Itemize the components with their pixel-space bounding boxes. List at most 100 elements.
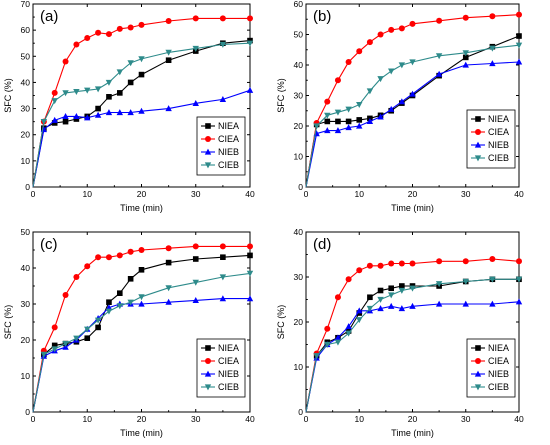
data-point-nieb <box>356 122 363 129</box>
y-tick-label: 50 <box>21 51 31 61</box>
data-point-cieb <box>51 346 58 353</box>
data-point-ciea <box>73 274 80 280</box>
x-tick-label: 20 <box>137 189 147 199</box>
data-point-ciea <box>165 17 172 24</box>
legend-entry-label: CIEA <box>488 127 509 137</box>
series-ciea <box>32 15 253 188</box>
chart-panel-3: 0 10 20 30 40 0 10 20 30 40 50 Time (min) SFC (%) (c)… <box>3 227 255 438</box>
data-point-ciea <box>219 243 226 250</box>
data-point-cieb <box>398 62 406 69</box>
series-nieb <box>32 86 254 188</box>
legend-swatch-marker <box>474 155 482 162</box>
data-point-ciea <box>462 14 469 21</box>
data-point-nieb <box>73 113 80 120</box>
data-point-niea <box>106 94 112 100</box>
data-point-ciea <box>409 20 416 27</box>
legend-swatch-marker <box>474 384 482 391</box>
data-point-nieb <box>398 98 406 105</box>
data-point-ciea <box>84 34 91 41</box>
data-point-cieb <box>127 60 134 67</box>
data-point-nieb <box>138 300 145 307</box>
data-point-nieb <box>116 109 123 116</box>
x-tick-label: 40 <box>245 189 255 199</box>
data-point-cieb <box>489 45 496 52</box>
data-point-ciea <box>345 58 352 65</box>
data-point-nieb <box>51 116 58 123</box>
panel-label: (b) <box>313 8 331 25</box>
data-point-cieb <box>73 88 80 95</box>
x-tick-label: 10 <box>83 189 93 199</box>
data-point-ciea <box>116 252 123 259</box>
data-point-ciea <box>219 15 226 22</box>
x-tick-label: 30 <box>191 189 201 199</box>
legend: NIEA CIEA NIEB CIEB <box>196 338 246 398</box>
x-tick-label: 10 <box>355 189 365 199</box>
y-tick-label: 0 <box>25 182 30 192</box>
data-point-niea <box>220 254 226 260</box>
data-point-cieb <box>366 88 374 95</box>
legend-swatch-marker <box>205 345 211 351</box>
legend-swatch-marker <box>475 345 481 351</box>
data-point-nieb <box>165 298 172 305</box>
data-point-ciea <box>95 254 102 261</box>
data-point-ciea <box>324 325 331 332</box>
panel-label: (a) <box>40 8 58 25</box>
data-point-cieb <box>388 292 395 299</box>
y-tick-label: 30 <box>294 91 304 101</box>
x-tick-label: 20 <box>408 189 418 199</box>
data-point-niea <box>356 117 363 123</box>
data-point-cieb <box>138 294 145 301</box>
data-point-ciea <box>436 17 443 24</box>
data-point-cieb <box>515 42 523 49</box>
data-point-ciea <box>138 21 145 28</box>
data-point-niea <box>95 105 101 112</box>
data-point-ciea <box>192 243 199 250</box>
data-point-ciea <box>138 247 145 253</box>
data-point-ciea <box>489 256 496 262</box>
data-point-cieb <box>84 326 91 333</box>
data-point-cieb <box>345 106 352 113</box>
y-tick-label: 60 <box>21 25 31 35</box>
chart-panel-4: 0 10 20 30 40 0 10 20 30 40 Time (min) SFC (%) (d) NI… <box>276 227 524 438</box>
data-point-cieb <box>356 317 363 324</box>
data-point-cieb <box>334 109 342 116</box>
legend-entry-label: NIEB <box>218 147 239 157</box>
y-tick-label: 10 <box>294 152 304 162</box>
data-point-cieb <box>219 274 227 281</box>
data-point-ciea <box>334 294 341 301</box>
data-point-ciea <box>516 258 522 265</box>
legend-entry-label: CIEA <box>218 356 239 366</box>
y-axis-label: SFC (%) <box>276 78 286 113</box>
legend-entry-label: NIEA <box>488 343 509 353</box>
data-point-nieb <box>246 86 254 93</box>
data-point-ciea <box>105 254 112 261</box>
y-tick-label: 60 <box>294 0 304 9</box>
x-tick-label: 0 <box>304 414 309 424</box>
series-cieb <box>305 276 523 413</box>
data-point-niea <box>138 267 145 273</box>
data-point-cieb <box>127 299 134 306</box>
data-point-cieb <box>324 341 331 348</box>
legend-entry-label: NIEB <box>218 369 239 379</box>
data-point-ciea <box>366 39 373 46</box>
legend-swatch-marker <box>204 370 212 377</box>
data-point-nieb <box>462 61 469 68</box>
data-point-nieb <box>324 127 331 134</box>
legend-swatch-marker <box>204 148 212 155</box>
legend-entry-label: NIEA <box>218 343 239 353</box>
data-point-nieb <box>62 113 69 120</box>
data-point-nieb <box>409 302 416 309</box>
data-point-niea <box>247 252 253 259</box>
x-tick-label: 30 <box>461 189 471 199</box>
data-point-niea <box>516 33 522 39</box>
data-point-niea <box>335 118 341 125</box>
data-point-cieb <box>165 285 172 292</box>
data-point-nieb <box>377 113 384 120</box>
data-point-nieb <box>377 305 384 312</box>
y-tick-label: 0 <box>298 182 303 192</box>
data-point-ciea <box>409 260 416 267</box>
data-point-cieb <box>94 317 102 324</box>
y-tick-label: 50 <box>294 30 304 40</box>
data-point-cieb <box>313 353 320 360</box>
data-point-cieb <box>409 285 416 292</box>
